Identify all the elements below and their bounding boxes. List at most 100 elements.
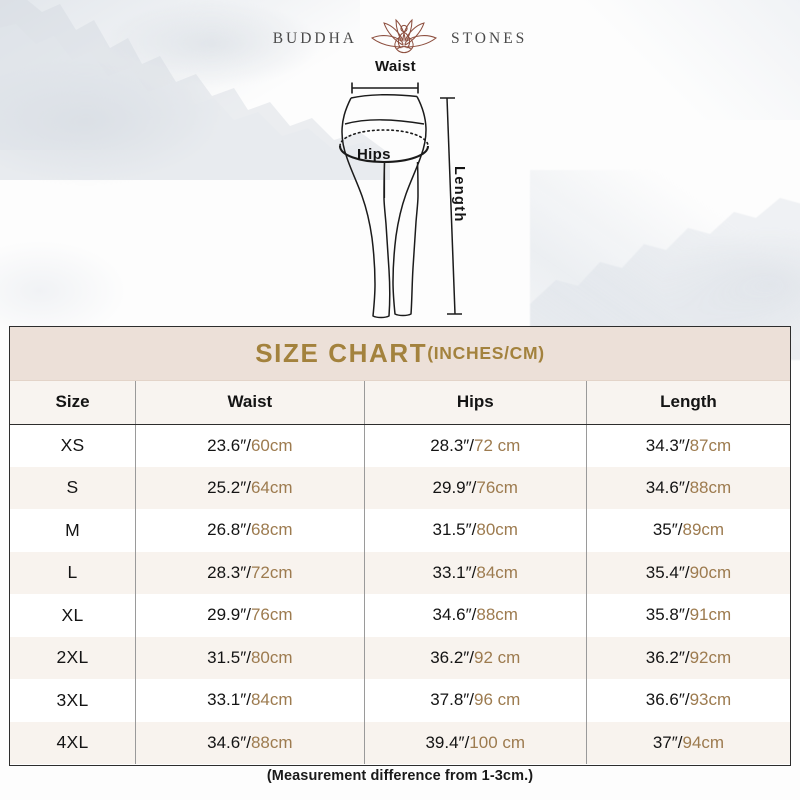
cell-waist: 23.6″/60cm bbox=[135, 424, 365, 467]
measurement-centimeters: 88cm bbox=[250, 732, 293, 752]
hips-dimension-label: Hips bbox=[357, 146, 391, 163]
cell-length: 34.6″/88cm bbox=[586, 466, 790, 509]
waist-dimension-label: Waist bbox=[375, 58, 416, 75]
cell-size: M bbox=[10, 509, 137, 552]
cell-waist: 26.8″/68cm bbox=[135, 509, 365, 552]
cell-size: 3XL bbox=[10, 679, 137, 722]
cell-hips: 29.9″/76cm bbox=[364, 466, 587, 509]
leggings-measurement-diagram: Waist Hips Length bbox=[315, 58, 530, 326]
lotus-meditation-figure-icon bbox=[370, 18, 438, 54]
length-dimension-line bbox=[440, 97, 462, 315]
measurement-inches: 35″/ bbox=[652, 520, 683, 540]
cell-hips: 33.1″/84cm bbox=[364, 551, 587, 594]
cell-waist: 34.6″/88cm bbox=[135, 721, 365, 764]
measurement-centimeters: 64cm bbox=[250, 477, 293, 497]
size-chart-body: XS 23.6″/60cm 28.3″/72 cm 34.3″/87cm S 25.2″/… bbox=[10, 424, 790, 764]
cell-size: XS bbox=[10, 424, 137, 467]
cell-waist: 25.2″/64cm bbox=[135, 466, 365, 509]
size-chart-title-units: (INCHES/CM) bbox=[427, 343, 545, 363]
cell-hips: 37.8″/96 cm bbox=[364, 679, 587, 722]
measurement-centimeters: 88cm bbox=[689, 477, 732, 497]
cell-hips: 36.2″/92 cm bbox=[364, 636, 587, 679]
length-dimension-label: Length bbox=[451, 166, 467, 223]
measurement-centimeters: 89cm bbox=[682, 520, 725, 540]
cell-size: S bbox=[10, 466, 137, 509]
measurement-centimeters: 76cm bbox=[250, 605, 293, 625]
size-chart-title-band: SIZE CHART (INCHES/CM) bbox=[10, 327, 790, 381]
cell-hips: 31.5″/80cm bbox=[364, 509, 587, 552]
measurement-centimeters: 76cm bbox=[476, 477, 518, 497]
measurement-centimeters: 72 cm bbox=[474, 435, 521, 455]
measurement-inches: 37″/ bbox=[652, 732, 683, 752]
measurement-centimeters: 84cm bbox=[476, 562, 518, 582]
measurement-centimeters: 88cm bbox=[476, 605, 518, 625]
table-row: 4XL 34.6″/88cm 39.4″/100 cm 37″/94cm bbox=[10, 721, 790, 764]
measurement-centimeters: 80cm bbox=[250, 647, 293, 667]
cell-waist: 28.3″/72cm bbox=[135, 551, 365, 594]
measurement-centimeters: 91cm bbox=[689, 605, 732, 625]
measurement-inches: 26.8″/ bbox=[207, 520, 251, 540]
measurement-inches: 29.9″/ bbox=[432, 477, 477, 497]
leggings-outline-icon bbox=[338, 82, 462, 319]
cell-hips: 39.4″/100 cm bbox=[364, 721, 587, 764]
cell-length: 36.6″/93cm bbox=[586, 679, 790, 722]
waist-dimension-line bbox=[351, 82, 419, 94]
measurement-centimeters: 100 cm bbox=[469, 732, 526, 752]
measurement-centimeters: 87cm bbox=[689, 435, 732, 455]
measurement-inches: 36.6″/ bbox=[645, 690, 690, 710]
size-chart-table-container: SIZE CHART (INCHES/CM) Size Waist Hips L… bbox=[9, 326, 791, 766]
measurement-inches: 31.5″/ bbox=[207, 647, 251, 667]
column-header-hips: Hips bbox=[364, 381, 587, 425]
size-chart-title: SIZE CHART bbox=[255, 338, 428, 368]
measurement-note: (Measurement difference from 1-3cm.) bbox=[266, 768, 534, 784]
measurement-inches: 36.2″/ bbox=[430, 647, 475, 667]
measurement-inches: 28.3″/ bbox=[207, 562, 251, 582]
cell-waist: 29.9″/76cm bbox=[135, 594, 365, 637]
measurement-centimeters: 92cm bbox=[689, 647, 732, 667]
brand-name-right: STONES bbox=[451, 30, 528, 47]
measurement-centimeters: 80cm bbox=[476, 520, 518, 540]
measurement-inches: 34.3″/ bbox=[645, 435, 690, 455]
cell-length: 37″/94cm bbox=[586, 721, 790, 764]
table-row: S 25.2″/64cm 29.9″/76cm 34.6″/88cm bbox=[10, 466, 790, 509]
measurement-centimeters: 92 cm bbox=[474, 647, 521, 667]
cell-size: 2XL bbox=[10, 636, 137, 679]
measurement-centimeters: 90cm bbox=[689, 562, 732, 582]
brand-header: BUDDHA bbox=[0, 16, 800, 62]
measurement-inches: 23.6″/ bbox=[207, 435, 251, 455]
cell-length: 36.2″/92cm bbox=[586, 636, 790, 679]
measurement-inches: 33.1″/ bbox=[432, 562, 477, 582]
measurement-centimeters: 94cm bbox=[682, 732, 725, 752]
cell-length: 34.3″/87cm bbox=[586, 424, 790, 467]
measurement-centimeters: 60cm bbox=[250, 435, 293, 455]
table-row: 2XL 31.5″/80cm 36.2″/92 cm 36.2″/92cm bbox=[10, 636, 790, 679]
mist-bottom-left bbox=[0, 200, 200, 330]
size-chart-header-row: Size Waist Hips Length bbox=[10, 381, 790, 425]
cell-size: 4XL bbox=[10, 721, 137, 764]
measurement-inches: 34.6″/ bbox=[432, 605, 477, 625]
cell-size: XL bbox=[10, 594, 137, 637]
measurement-centimeters: 93cm bbox=[689, 690, 732, 710]
column-header-size: Size bbox=[10, 381, 137, 425]
column-header-waist: Waist bbox=[135, 381, 365, 425]
cell-waist: 31.5″/80cm bbox=[135, 636, 365, 679]
cell-hips: 28.3″/72 cm bbox=[364, 424, 587, 467]
measurement-inches: 35.4″/ bbox=[645, 562, 690, 582]
measurement-inches: 31.5″/ bbox=[432, 520, 477, 540]
cell-size: L bbox=[10, 551, 137, 594]
table-row: M 26.8″/68cm 31.5″/80cm 35″/89cm bbox=[10, 509, 790, 552]
measurement-inches: 34.6″/ bbox=[207, 732, 251, 752]
measurement-centimeters: 72cm bbox=[250, 562, 293, 582]
measurement-centimeters: 96 cm bbox=[474, 690, 521, 710]
measurement-inches: 36.2″/ bbox=[645, 647, 690, 667]
cell-waist: 33.1″/84cm bbox=[135, 679, 365, 722]
cell-length: 35.8″/91cm bbox=[586, 594, 790, 637]
column-header-length: Length bbox=[586, 381, 790, 425]
measurement-inches: 39.4″/ bbox=[425, 732, 470, 752]
brand-name-left: BUDDHA bbox=[272, 30, 357, 47]
measurement-inches: 28.3″/ bbox=[430, 435, 475, 455]
table-row: XS 23.6″/60cm 28.3″/72 cm 34.3″/87cm bbox=[10, 424, 790, 467]
measurement-inches: 25.2″/ bbox=[207, 477, 251, 497]
measurement-centimeters: 84cm bbox=[250, 690, 293, 710]
